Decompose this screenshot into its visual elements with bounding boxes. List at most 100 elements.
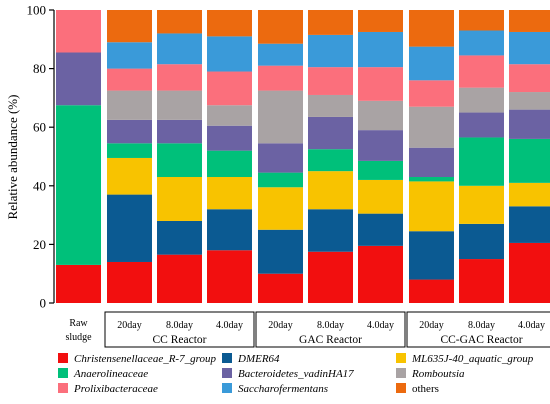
legend-label: Prolixibacteraceae [73, 383, 158, 395]
bar-segment [459, 30, 504, 56]
bar-stack [56, 10, 101, 303]
bar-category-label: 4.0day [216, 320, 243, 331]
bar-category-label: 20day [117, 320, 141, 331]
bar-segment [107, 10, 152, 43]
bar-segment [258, 43, 303, 66]
bar-segment [308, 34, 353, 68]
y-tick-label: 0 [40, 296, 47, 311]
group-label: CC-GAC Reactor [440, 334, 522, 346]
bar-segment [409, 46, 454, 81]
legend-swatch [58, 383, 68, 393]
bar-stack [358, 10, 403, 303]
legend-item: others [396, 383, 439, 395]
bar-segment [308, 209, 353, 252]
bar-segment [258, 273, 303, 303]
bar-segment [459, 185, 504, 224]
y-axis: 0 20 40 60 80 100 [27, 3, 55, 311]
bar-segment [157, 177, 202, 221]
raw-sludge-label-line2: sludge [65, 332, 92, 343]
bar-segment [509, 138, 550, 183]
bar-stack [258, 10, 303, 303]
bar-segment [459, 87, 504, 113]
bar-segment [509, 92, 550, 110]
group-box [406, 311, 550, 348]
bar-category-label: 8.0day [468, 320, 495, 331]
group-box [104, 311, 255, 348]
legend-label: Bacteroidetes_vadinHA17 [238, 368, 354, 380]
bar-segment [207, 150, 252, 178]
bar-segment [207, 250, 252, 303]
bar-segment [308, 171, 353, 210]
bar-segment [107, 42, 152, 69]
bar-segment [107, 194, 152, 262]
group-label: CC Reactor [153, 334, 207, 346]
bar-segment [207, 105, 252, 126]
bar-category-label: 20day [419, 320, 443, 331]
bar-segment [107, 143, 152, 158]
legend-item: Romboutsia [396, 368, 465, 380]
bar-segment [308, 10, 353, 35]
bar-segment [409, 80, 454, 107]
bar-segment [157, 220, 202, 255]
bar-segment [459, 137, 504, 186]
legend-swatch [396, 383, 406, 393]
bar-segment [409, 147, 454, 178]
y-tick-label: 40 [33, 178, 46, 193]
bar-segment [258, 229, 303, 274]
group-box [255, 311, 406, 348]
bar-segment [207, 36, 252, 72]
bar-segment [107, 68, 152, 91]
bar-segment [308, 94, 353, 117]
bar-segment [459, 223, 504, 260]
bar-segment [207, 125, 252, 151]
bar-segment [56, 264, 101, 303]
bar-segment [107, 90, 152, 120]
legend: Christensenellaceae_R-7_group Anaerolinea… [58, 353, 534, 395]
legend-item: Christensenellaceae_R-7_group [58, 353, 216, 365]
bar-stack [207, 10, 252, 303]
legend-label: Anaerolineaceae [73, 368, 148, 380]
bar-stack [409, 10, 454, 303]
bar-segment [258, 172, 303, 188]
legend-swatch [222, 368, 232, 378]
bar-segment [509, 64, 550, 93]
bar-segment [56, 52, 101, 106]
bar-segment [509, 109, 550, 139]
bar-category-label: 8.0day [166, 320, 193, 331]
bar-segment [308, 149, 353, 172]
bar-segment [409, 279, 454, 303]
bar-segment [409, 10, 454, 47]
bar-segment [509, 182, 550, 207]
bar-segment [56, 105, 101, 265]
bar-segment [358, 10, 403, 32]
bar-segment [107, 119, 152, 144]
bar-segment [409, 177, 454, 182]
bar-segment [358, 213, 403, 246]
bar-segment [509, 242, 550, 303]
bar-segment [358, 130, 403, 161]
bar-segment [358, 160, 403, 180]
bar-category-label: 8.0day [317, 320, 344, 331]
bar-segment [107, 157, 152, 195]
bar-segment [157, 119, 202, 144]
bar-segment [358, 245, 403, 303]
y-tick-label: 100 [27, 3, 47, 18]
bar-segment [157, 254, 202, 303]
legend-label: ML635J-40_aquatic_group [411, 353, 534, 365]
bar-segment [459, 259, 504, 303]
bar-segment [157, 64, 202, 91]
bar-segment [409, 106, 454, 148]
bar-segment [509, 31, 550, 65]
bar-segment [459, 112, 504, 138]
y-tick-label: 60 [33, 120, 46, 135]
bar-segment [157, 143, 202, 178]
y-tick-label: 80 [33, 61, 46, 76]
bar-segment [207, 209, 252, 251]
bar-segment [258, 65, 303, 91]
bar-category-label: 20day [268, 320, 292, 331]
bar-segment [308, 116, 353, 150]
bar-segment [207, 10, 252, 37]
bar-segment [207, 71, 252, 106]
legend-swatch [58, 368, 68, 378]
